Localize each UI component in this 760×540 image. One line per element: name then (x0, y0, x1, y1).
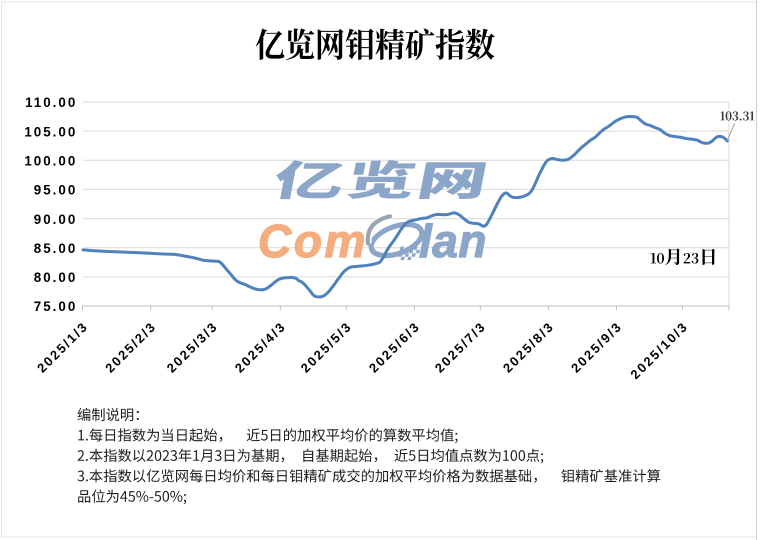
svg-text:110.00: 110.00 (25, 95, 77, 110)
svg-text:80.00: 80.00 (34, 270, 78, 285)
svg-text:90.00: 90.00 (34, 212, 78, 227)
svg-text:Com: Com (258, 215, 368, 267)
svg-text:105.00: 105.00 (24, 124, 77, 139)
svg-text:95.00: 95.00 (34, 183, 78, 198)
svg-text:75.00: 75.00 (34, 299, 78, 314)
svg-text:100.00: 100.00 (24, 154, 77, 169)
svg-text:85.00: 85.00 (34, 241, 78, 256)
